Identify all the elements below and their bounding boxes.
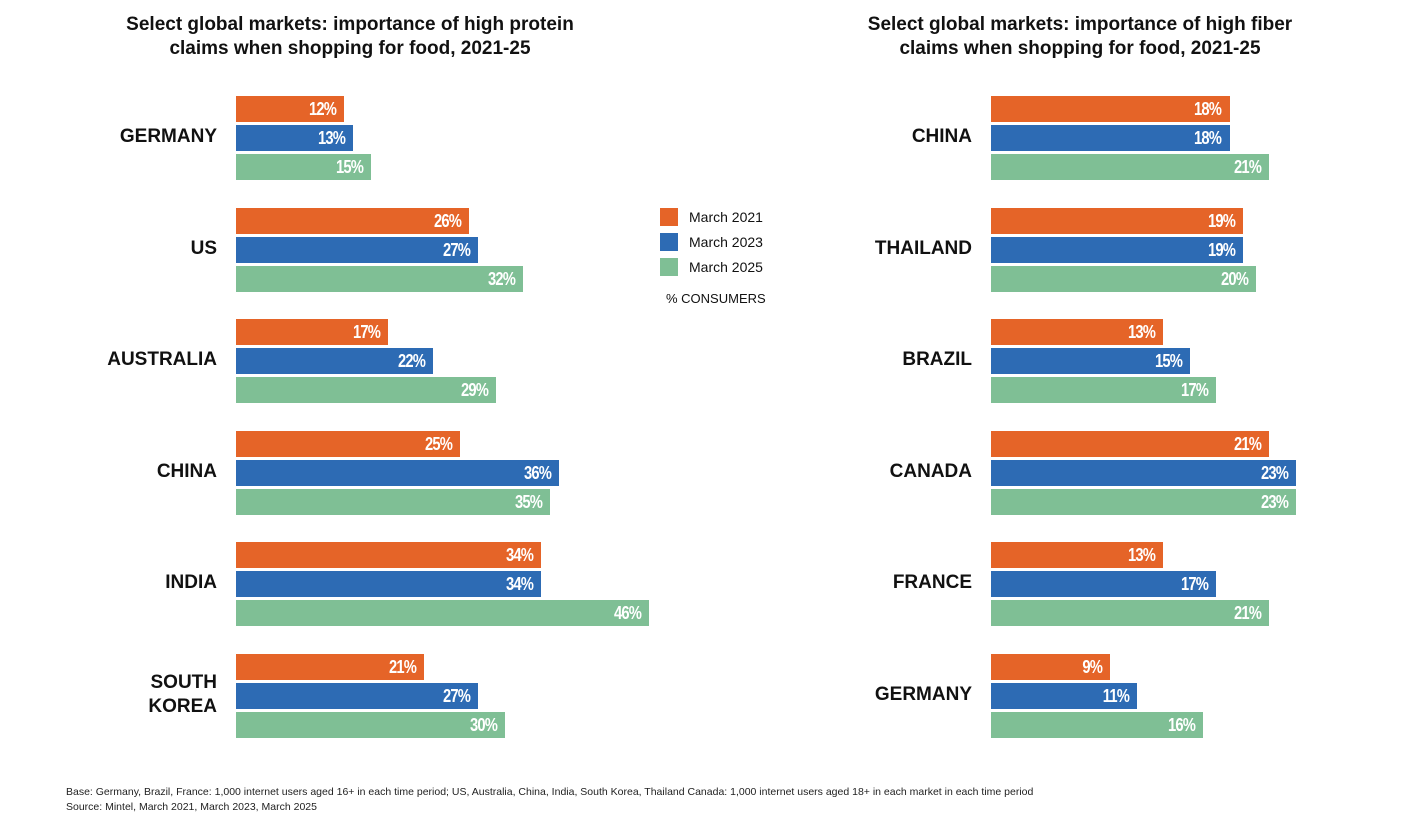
bar-march-2025: 20%: [991, 265, 1256, 292]
data-label: 13%: [1128, 322, 1156, 343]
data-label: 27%: [443, 239, 471, 260]
base-footnote: Base: Germany, Brazil, France: 1,000 int…: [66, 786, 1034, 798]
protein-chart-title-line-2: claims when shopping for food, 2021-25: [169, 38, 531, 59]
data-label: 17%: [1181, 574, 1209, 595]
legend-label: March 2025: [689, 259, 763, 275]
data-label: 12%: [308, 99, 337, 119]
category-label: FRANCE: [892, 572, 972, 594]
bar-march-2021: 25%: [236, 430, 461, 457]
category-label: SOUTH KOREA: [148, 672, 217, 717]
data-label: 23%: [1260, 491, 1289, 512]
fiber-chart-title-line-2: claims when shopping for food, 2021-25: [899, 38, 1261, 59]
bar-march-2023: 17%: [991, 571, 1217, 598]
data-label: 21%: [1234, 603, 1262, 624]
bar-march-2021: 13%: [991, 542, 1164, 569]
bar-march-2023: 22%: [236, 348, 434, 375]
data-label: 17%: [353, 322, 381, 343]
legend-label: March 2021: [689, 209, 763, 225]
data-label: 20%: [1220, 268, 1249, 289]
legend-swatch-march-2025: [660, 258, 678, 276]
category-label: GERMANY: [119, 126, 217, 147]
bar-march-2023: 18%: [991, 125, 1230, 151]
bar-march-2025: 46%: [236, 600, 649, 627]
bar-march-2025: 21%: [991, 600, 1270, 627]
category-label: THAILAND: [874, 237, 972, 259]
bar-march-2021: 12%: [236, 96, 344, 122]
data-label: 18%: [1194, 128, 1222, 148]
protein-chart-title: Select global markets: importance of hig…: [100, 13, 600, 61]
bar-march-2021: 26%: [236, 207, 470, 234]
data-label: 27%: [443, 686, 471, 706]
data-label: 36%: [523, 462, 552, 483]
data-label: 34%: [505, 545, 534, 566]
protein-chart-title-line-1: Select global markets: importance of hig…: [126, 14, 574, 35]
data-label: 29%: [461, 380, 489, 401]
data-label: 19%: [1207, 239, 1236, 260]
data-label: 23%: [1260, 462, 1289, 483]
bar-march-2023: 11%: [991, 683, 1137, 709]
data-label: 21%: [389, 657, 417, 677]
fiber-chart-title: Select global markets: importance of hig…: [840, 13, 1320, 61]
bar-march-2023: 27%: [236, 683, 479, 709]
bar-march-2025: 35%: [236, 488, 550, 515]
data-label: 21%: [1234, 157, 1262, 177]
bar-march-2025: 23%: [991, 488, 1296, 515]
bar-march-2023: 34%: [236, 571, 541, 598]
data-label: 13%: [1128, 545, 1156, 566]
category-label: US: [190, 237, 217, 259]
data-label: 34%: [505, 574, 534, 595]
bar-march-2023: 27%: [236, 236, 479, 263]
bar-march-2023: 23%: [991, 459, 1296, 486]
category-label: BRAZIL: [902, 349, 972, 371]
data-label: 21%: [1234, 433, 1262, 454]
category-label: INDIA: [165, 572, 217, 594]
data-label: 17%: [1181, 380, 1209, 401]
data-label: 25%: [425, 433, 453, 454]
bar-march-2025: 32%: [236, 265, 524, 292]
bar-march-2021: 21%: [236, 654, 425, 680]
bar-march-2021: 18%: [991, 96, 1230, 122]
category-label: CHINA: [911, 126, 972, 147]
data-label: 26%: [434, 210, 462, 231]
legend-swatch-march-2023: [660, 233, 678, 251]
data-label: 9%: [1082, 657, 1104, 677]
bar-march-2023: 13%: [236, 125, 353, 151]
bar-march-2023: 19%: [991, 236, 1243, 263]
bar-march-2021: 9%: [991, 654, 1111, 680]
bar-march-2021: 13%: [991, 319, 1164, 346]
data-label: 32%: [487, 268, 516, 289]
data-label: 19%: [1207, 210, 1236, 231]
category-label: CANADA: [889, 460, 972, 482]
bar-march-2025: 16%: [991, 712, 1203, 738]
bar-march-2025: 17%: [991, 377, 1217, 404]
data-label: 15%: [335, 157, 363, 177]
data-label: 11%: [1102, 686, 1129, 706]
fiber-chart-title-line-1: Select global markets: importance of hig…: [867, 14, 1293, 35]
source-footnote: Source: Mintel, March 2021, March 2023, …: [66, 801, 317, 813]
data-label: 22%: [398, 351, 426, 372]
category-label: AUSTRALIA: [107, 349, 217, 371]
bar-march-2025: 21%: [991, 154, 1270, 180]
data-label: 35%: [514, 491, 543, 512]
data-label: 18%: [1194, 99, 1222, 119]
bar-march-2021: 21%: [991, 430, 1270, 457]
bar-march-2025: 30%: [236, 712, 506, 738]
legend-label: March 2023: [689, 234, 763, 250]
bar-march-2021: 19%: [991, 207, 1243, 234]
bar-march-2025: 29%: [236, 377, 497, 404]
data-label: 46%: [613, 603, 642, 624]
category-label: GERMANY: [874, 684, 972, 705]
bar-march-2023: 15%: [991, 348, 1190, 375]
category-label: CHINA: [156, 460, 217, 482]
bar-march-2021: 17%: [236, 319, 389, 346]
data-label: 16%: [1167, 715, 1196, 735]
data-label: 13%: [317, 128, 346, 148]
bar-march-2023: 36%: [236, 459, 559, 486]
data-label: 30%: [470, 715, 498, 735]
bar-march-2025: 15%: [236, 154, 371, 180]
units-label: % CONSUMERS: [666, 291, 766, 306]
legend-swatch-march-2021: [660, 208, 678, 226]
data-label: 15%: [1154, 351, 1183, 372]
bar-march-2021: 34%: [236, 542, 541, 569]
